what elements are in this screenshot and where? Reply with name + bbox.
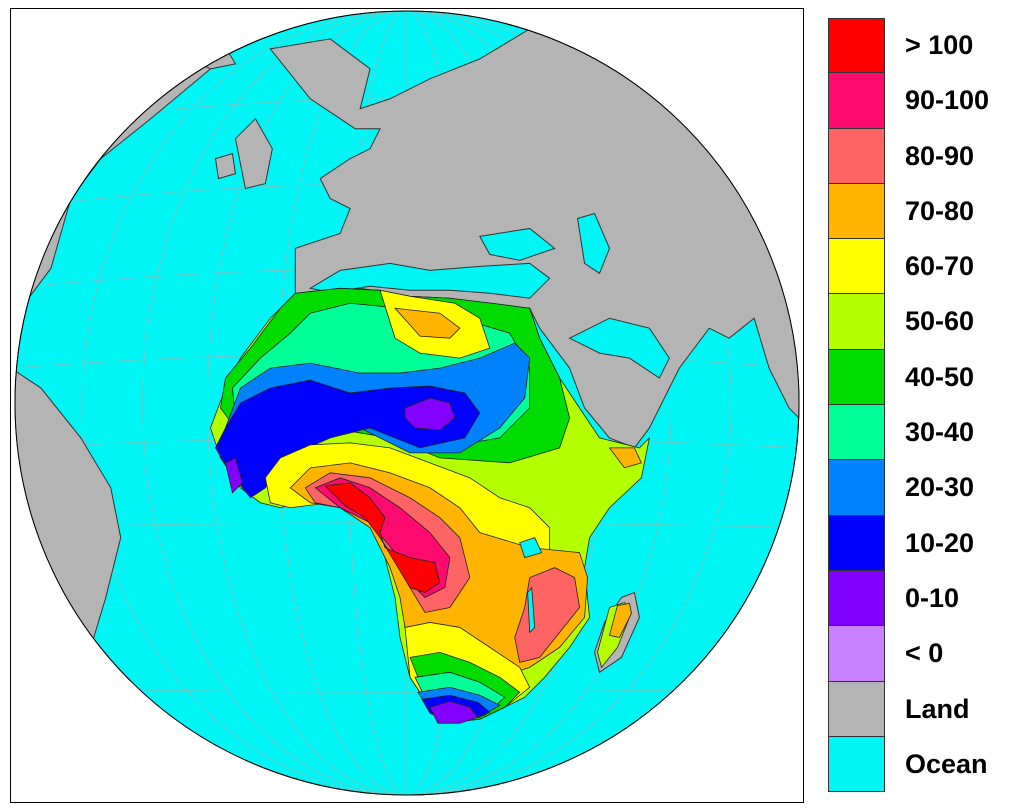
legend-item: 40-50	[828, 349, 1016, 406]
arabia-gulf	[568, 317, 670, 379]
contour-purple-west	[224, 457, 243, 494]
legend-item: > 100	[828, 18, 1016, 74]
legend-label: Land	[905, 693, 970, 724]
horn-contour	[608, 447, 642, 469]
legend-swatch	[828, 239, 885, 295]
legend-label: < 0	[905, 638, 944, 669]
madagascar-yellow	[608, 603, 632, 638]
legend-swatch	[828, 405, 885, 461]
contour-red-central	[324, 482, 441, 593]
legend-swatch	[828, 460, 885, 516]
caspian	[577, 212, 611, 275]
legend: > 100 90-100 80-90 70-80 60-70 50-60 40-50 30-4…	[828, 18, 1016, 793]
legend-item: 20-30	[828, 460, 1016, 516]
legend-label: 50-60	[905, 306, 975, 337]
contour-purple-sahara	[404, 397, 456, 431]
legend-swatch	[828, 183, 885, 240]
legend-item: < 0	[828, 626, 1016, 682]
legend-item: Land	[828, 681, 1016, 737]
legend-label: 90-100	[905, 85, 990, 116]
legend-swatch	[828, 681, 885, 737]
contour-orange-libya	[394, 307, 461, 339]
legend-swatch	[828, 128, 885, 184]
legend-item: 70-80	[828, 183, 1016, 240]
legend-label: > 100	[905, 30, 974, 60]
legend-swatch	[828, 626, 885, 682]
legend-item: 90-100	[828, 73, 1016, 129]
legend-swatch	[828, 294, 885, 350]
great-britain	[234, 117, 273, 190]
lake-victoria	[519, 537, 543, 559]
lake-tanganyika	[527, 586, 536, 634]
legend-item: 10-20	[828, 515, 1016, 571]
map-frame	[10, 8, 804, 803]
legend-swatch	[828, 736, 885, 793]
legend-swatch	[828, 349, 885, 406]
legend-label: Ocean	[905, 748, 988, 779]
legend-item: 0-10	[828, 570, 1016, 627]
legend-item: 30-40	[828, 405, 1016, 461]
legend-item: 60-70	[828, 239, 1016, 295]
legend-swatch	[828, 18, 885, 74]
africa-contours	[210, 287, 651, 724]
mediterranean	[308, 262, 551, 299]
legend-label: 0-10	[905, 582, 960, 613]
legend-label: 20-30	[905, 472, 975, 503]
land	[14, 18, 800, 748]
legend-label: 60-70	[905, 251, 975, 282]
legend-label: 30-40	[905, 417, 975, 448]
legend-item: Ocean	[828, 736, 1016, 793]
legend-swatch	[828, 73, 885, 129]
legend-swatch	[828, 570, 885, 627]
globe-map	[14, 10, 800, 796]
legend-swatch	[828, 515, 885, 571]
legend-label: 40-50	[905, 361, 975, 392]
legend-label: 70-80	[905, 195, 975, 226]
contour-purple-south	[429, 700, 479, 724]
black-sea	[479, 227, 556, 261]
legend-item: 50-60	[828, 294, 1016, 350]
ireland	[214, 152, 236, 180]
legend-label: 80-90	[905, 140, 975, 171]
legend-label: 10-20	[905, 527, 975, 558]
legend-item: 80-90	[828, 128, 1016, 184]
